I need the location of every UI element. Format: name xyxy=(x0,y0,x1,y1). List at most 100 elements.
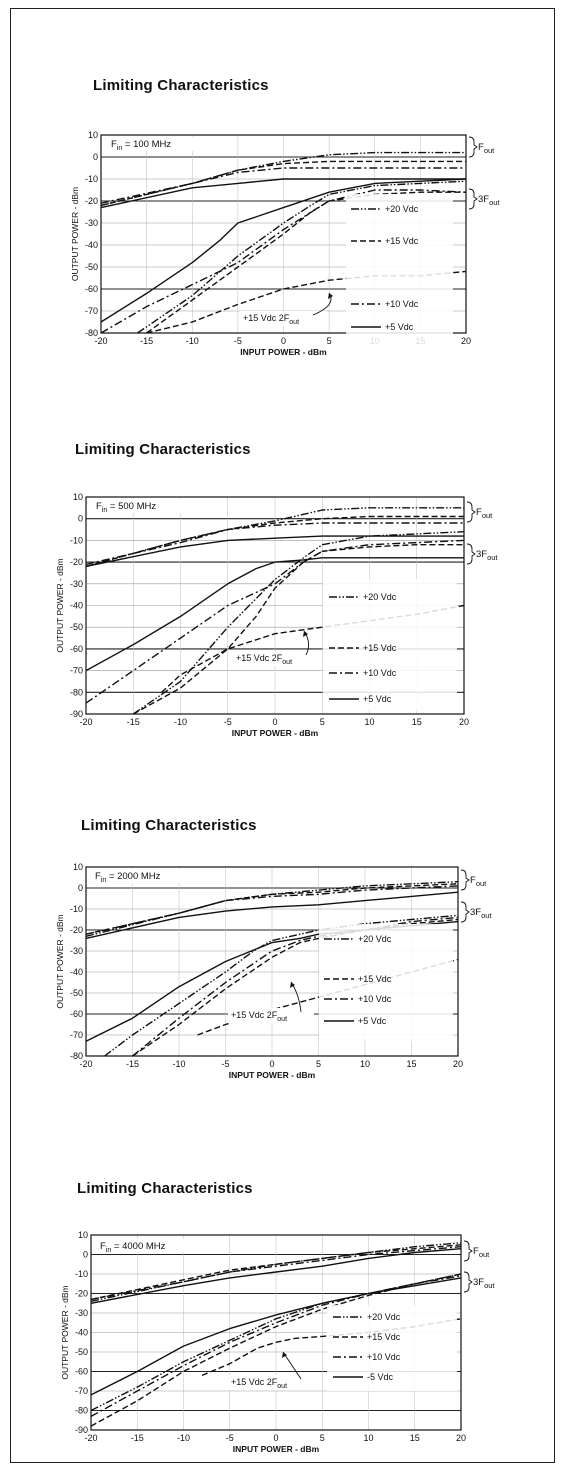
f3out-label: 3Fout xyxy=(470,907,492,920)
y-tick-label: -40 xyxy=(70,967,83,977)
frequency-annotation: Fin = 500 MHz xyxy=(96,501,156,514)
x-tick-label: 15 xyxy=(406,1059,416,1069)
chart-panel-2000mhz: Limiting Characteristics 10 0 -10 -20 -30 -40… xyxy=(11,789,556,1149)
legend-label: +5 Vdc xyxy=(363,694,392,704)
chart-panel-100mhz: Limiting Characteristics 10 0 -10 -20 -30 -40… xyxy=(11,9,556,409)
x-tick-label: 20 xyxy=(459,717,469,727)
y-tick-label: -90 xyxy=(70,709,83,719)
annotation-bg xyxy=(92,869,184,883)
x-tick-label: 0 xyxy=(281,336,286,346)
x-tick-label: 10 xyxy=(360,1059,370,1069)
x-tick-label: 20 xyxy=(461,336,471,346)
x-tick-label: 5 xyxy=(320,1433,325,1443)
chart-title: Limiting Characteristics xyxy=(93,77,269,94)
x-tick-label: -5 xyxy=(226,1433,234,1443)
y-tick-label: -50 xyxy=(75,1347,88,1357)
inline-label-bg xyxy=(228,1008,314,1023)
chart-500mhz: 100-10-20-30-40-50-60-70-80-90-20 -15 -10-… xyxy=(55,492,498,738)
x-tick-label: -10 xyxy=(177,1433,190,1443)
legend-label: +10 Vdc xyxy=(358,994,392,1004)
annotation-bg xyxy=(97,1239,189,1253)
inline-label-bg xyxy=(240,311,326,326)
y-tick-label: 10 xyxy=(78,1230,88,1240)
legend-bg xyxy=(323,579,457,711)
inline-label-bg xyxy=(233,651,319,666)
x-axis-label: INPUT POWER - dBm xyxy=(232,728,319,738)
y-tick-label: -80 xyxy=(75,1406,88,1416)
x-tick-label: -15 xyxy=(127,717,140,727)
chart-4000mhz: 100-10-20-30-40-50-60-70-80-90-20 -15 -10-… xyxy=(60,1230,495,1454)
y-tick-label: 10 xyxy=(73,862,83,872)
y-axis-label: OUTPUT POWER - dBm xyxy=(70,187,80,281)
chart-title: Limiting Characteristics xyxy=(81,817,257,834)
y-tick-label: 0 xyxy=(93,152,98,162)
x-tick-label: 15 xyxy=(410,1433,420,1443)
x-tick-label: 10 xyxy=(363,1433,373,1443)
y-tick-label: -70 xyxy=(70,1030,83,1040)
y-tick-label: -60 xyxy=(75,1367,88,1377)
y-tick-label: -10 xyxy=(70,904,83,914)
y-tick-label: 10 xyxy=(88,130,98,140)
chart-panel-4000mhz: Limiting Characteristics 10 0 -10 -20 -30 -40… xyxy=(11,1149,556,1464)
x-tick-label: -10 xyxy=(186,336,199,346)
x-tick-label: 0 xyxy=(272,717,277,727)
inline-series-label: +15 Vdc 2Fout xyxy=(231,1377,287,1390)
series-line xyxy=(100,189,467,334)
brace-fout xyxy=(460,869,470,891)
legend-label: +10 Vdc xyxy=(363,668,397,678)
series-line xyxy=(85,539,465,704)
series-line xyxy=(100,167,466,204)
inline-series-label: +15 Vdc 2Fout xyxy=(243,313,299,326)
series-line xyxy=(85,885,459,935)
x-tick-label: -5 xyxy=(234,336,242,346)
series-line xyxy=(100,178,466,209)
y-tick-label: -60 xyxy=(70,644,83,654)
series-line xyxy=(132,916,459,1057)
annotation-bg xyxy=(93,499,185,513)
y-tick-label: -20 xyxy=(70,557,83,567)
y-tick-label: 0 xyxy=(78,514,83,524)
x-tick-label: -10 xyxy=(172,1059,185,1069)
y-tick-label: -30 xyxy=(70,946,83,956)
series-line xyxy=(100,151,466,207)
legend-label: +15 Vdc xyxy=(363,643,397,653)
x-tick-label: -20 xyxy=(94,336,107,346)
y-tick-label: -80 xyxy=(85,328,98,338)
series-line xyxy=(90,1275,462,1418)
y-tick-label: 10 xyxy=(73,492,83,502)
y-tick-label: -70 xyxy=(75,1386,88,1396)
y-tick-label: -60 xyxy=(85,284,98,294)
legend-label: +15 Vdc xyxy=(358,974,392,984)
y-tick-label: -60 xyxy=(70,1009,83,1019)
legend-label: +10 Vdc xyxy=(367,1352,401,1362)
legend-label: -5 Vdc xyxy=(367,1372,394,1382)
x-tick-label: 0 xyxy=(269,1059,274,1069)
plot-frame xyxy=(100,134,467,334)
legend-label: +20 Vdc xyxy=(363,592,397,602)
arrow-head xyxy=(290,982,295,988)
f3out-label: 3Fout xyxy=(478,194,500,207)
f3out-label: 3Fout xyxy=(473,1277,495,1290)
legend-label: +15 Vdc xyxy=(385,236,419,246)
legend-label: +20 Vdc xyxy=(367,1312,401,1322)
series-line xyxy=(132,531,465,715)
brace-fout xyxy=(466,501,476,523)
y-tick-label: -40 xyxy=(75,1328,88,1338)
y-tick-label: -70 xyxy=(70,666,83,676)
x-tick-label: -20 xyxy=(84,1433,97,1443)
plot-frame xyxy=(85,866,459,1057)
x-tick-label: 0 xyxy=(273,1433,278,1443)
y-axis-label: OUTPUT POWER - dBm xyxy=(55,914,65,1008)
series-line xyxy=(85,522,464,565)
y-axis-label: OUTPUT POWER - dBm xyxy=(55,558,65,652)
frequency-annotation: Fin = 2000 MHz xyxy=(95,871,161,884)
fout-label: Fout xyxy=(473,1246,490,1259)
inline-label-bg xyxy=(228,1375,314,1390)
x-tick-label: 5 xyxy=(320,717,325,727)
chart-title: Limiting Characteristics xyxy=(77,1180,253,1197)
x-tick-label: -5 xyxy=(224,717,232,727)
x-axis-label: INPUT POWER - dBm xyxy=(233,1444,320,1454)
y-tick-label: -80 xyxy=(70,1051,83,1061)
x-tick-label: 15 xyxy=(412,717,422,727)
brace-3fout xyxy=(463,1271,473,1293)
